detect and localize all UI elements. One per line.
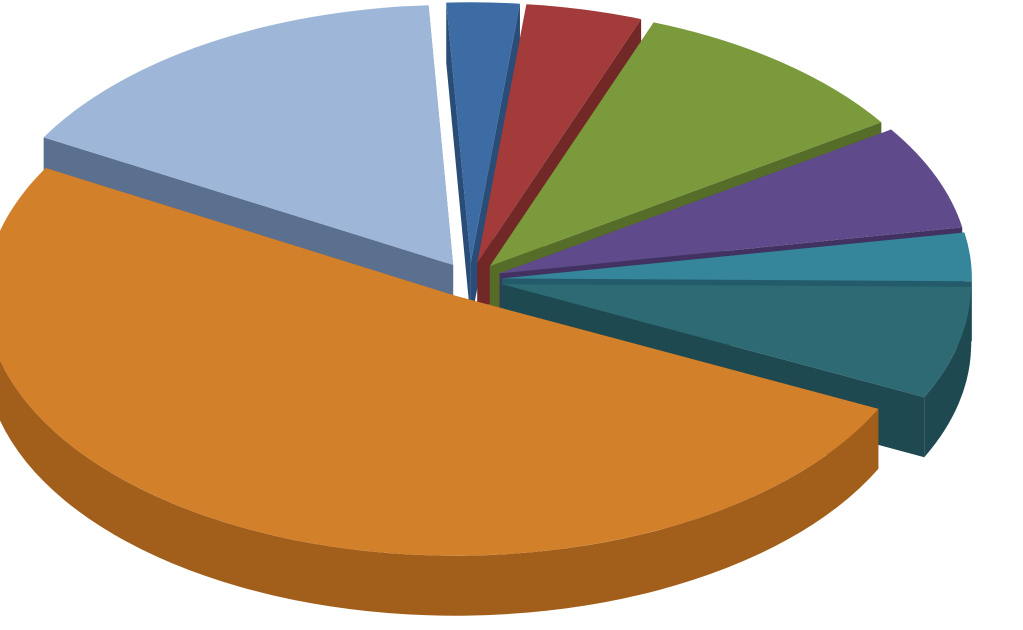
pie-chart-3d xyxy=(0,0,1023,630)
